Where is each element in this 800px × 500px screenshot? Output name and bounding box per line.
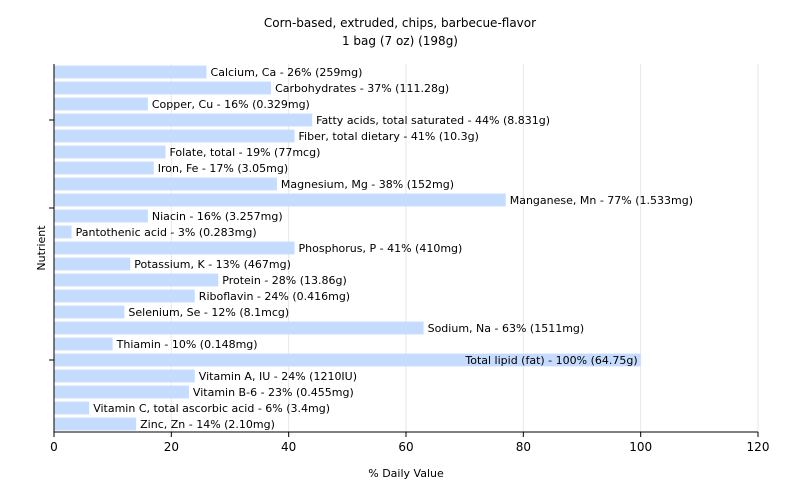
chart-title: Corn-based, extruded, chips, barbecue-fl… [264,16,536,30]
x-tick-label: 20 [164,440,179,454]
bar [54,385,189,399]
bar [54,225,72,239]
bar [54,129,295,143]
bar [54,177,277,191]
bar-labels-group: Calcium, Ca - 26% (259mg) Carbohydrates -… [76,66,693,431]
bar [54,353,641,367]
bar [54,193,506,207]
bar-label: Sodium, Na - 63% (1511mg) [428,322,585,335]
bar [54,321,424,335]
bar-label: Vitamin B-6 - 23% (0.455mg) [193,386,354,399]
bar [54,289,195,303]
bar [54,241,295,255]
bar-label: Total lipid (fat) - 100% (64.75g) [464,354,637,367]
bar-label: Folate, total - 19% (77mcg) [169,146,320,159]
bar-label: Fiber, total dietary - 41% (10.3g) [299,130,479,143]
bar [54,369,195,383]
bar [54,273,219,287]
x-tick-label: 60 [398,440,413,454]
bar [54,161,154,175]
bar-label: Magnesium, Mg - 38% (152mg) [281,178,454,191]
bar [54,145,166,159]
bar-label: Calcium, Ca - 26% (259mg) [211,66,363,79]
bars-group [54,65,641,431]
bar-label: Manganese, Mn - 77% (1.533mg) [510,194,693,207]
x-tick-label: 0 [50,440,58,454]
bar [54,305,125,319]
bar-label: Phosphorus, P - 41% (410mg) [299,242,463,255]
bar [54,65,207,79]
bar-label: Thiamin - 10% (0.148mg) [116,338,258,351]
x-tick-labels: 0 20 40 60 80 100 120 [50,432,769,454]
bar-label: Vitamin A, IU - 24% (1210IU) [199,370,357,383]
x-tick-label: 40 [281,440,296,454]
bar [54,257,131,271]
bar-label: Iron, Fe - 17% (3.05mg) [158,162,288,175]
bar-label: Zinc, Zn - 14% (2.10mg) [140,418,275,431]
bar-label: Selenium, Se - 12% (8.1mcg) [128,306,289,319]
bar-label: Vitamin C, total ascorbic acid - 6% (3.4… [93,402,330,415]
bar [54,401,90,415]
bar [54,337,113,351]
bar [54,97,148,111]
bar-label: Copper, Cu - 16% (0.329mg) [152,98,310,111]
chart-subtitle: 1 bag (7 oz) (198g) [342,34,458,48]
bar-label: Pantothenic acid - 3% (0.283mg) [76,226,257,239]
x-axis-label: % Daily Value [368,467,444,480]
x-tick-label: 100 [629,440,652,454]
bar-label: Niacin - 16% (3.257mg) [152,210,283,223]
bar [54,209,148,223]
x-tick-label: 120 [747,440,770,454]
y-axis-label: Nutrient [35,225,48,271]
x-tick-label: 80 [516,440,531,454]
bar-label: Riboflavin - 24% (0.416mg) [199,290,350,303]
bar-label: Potassium, K - 13% (467mg) [134,258,291,271]
bar [54,417,137,431]
bar-label: Carbohydrates - 37% (111.28g) [275,82,449,95]
bar-label: Protein - 28% (13.86g) [222,274,347,287]
bar [54,81,272,95]
bar [54,113,313,127]
bar-label: Fatty acids, total saturated - 44% (8.83… [316,114,550,127]
